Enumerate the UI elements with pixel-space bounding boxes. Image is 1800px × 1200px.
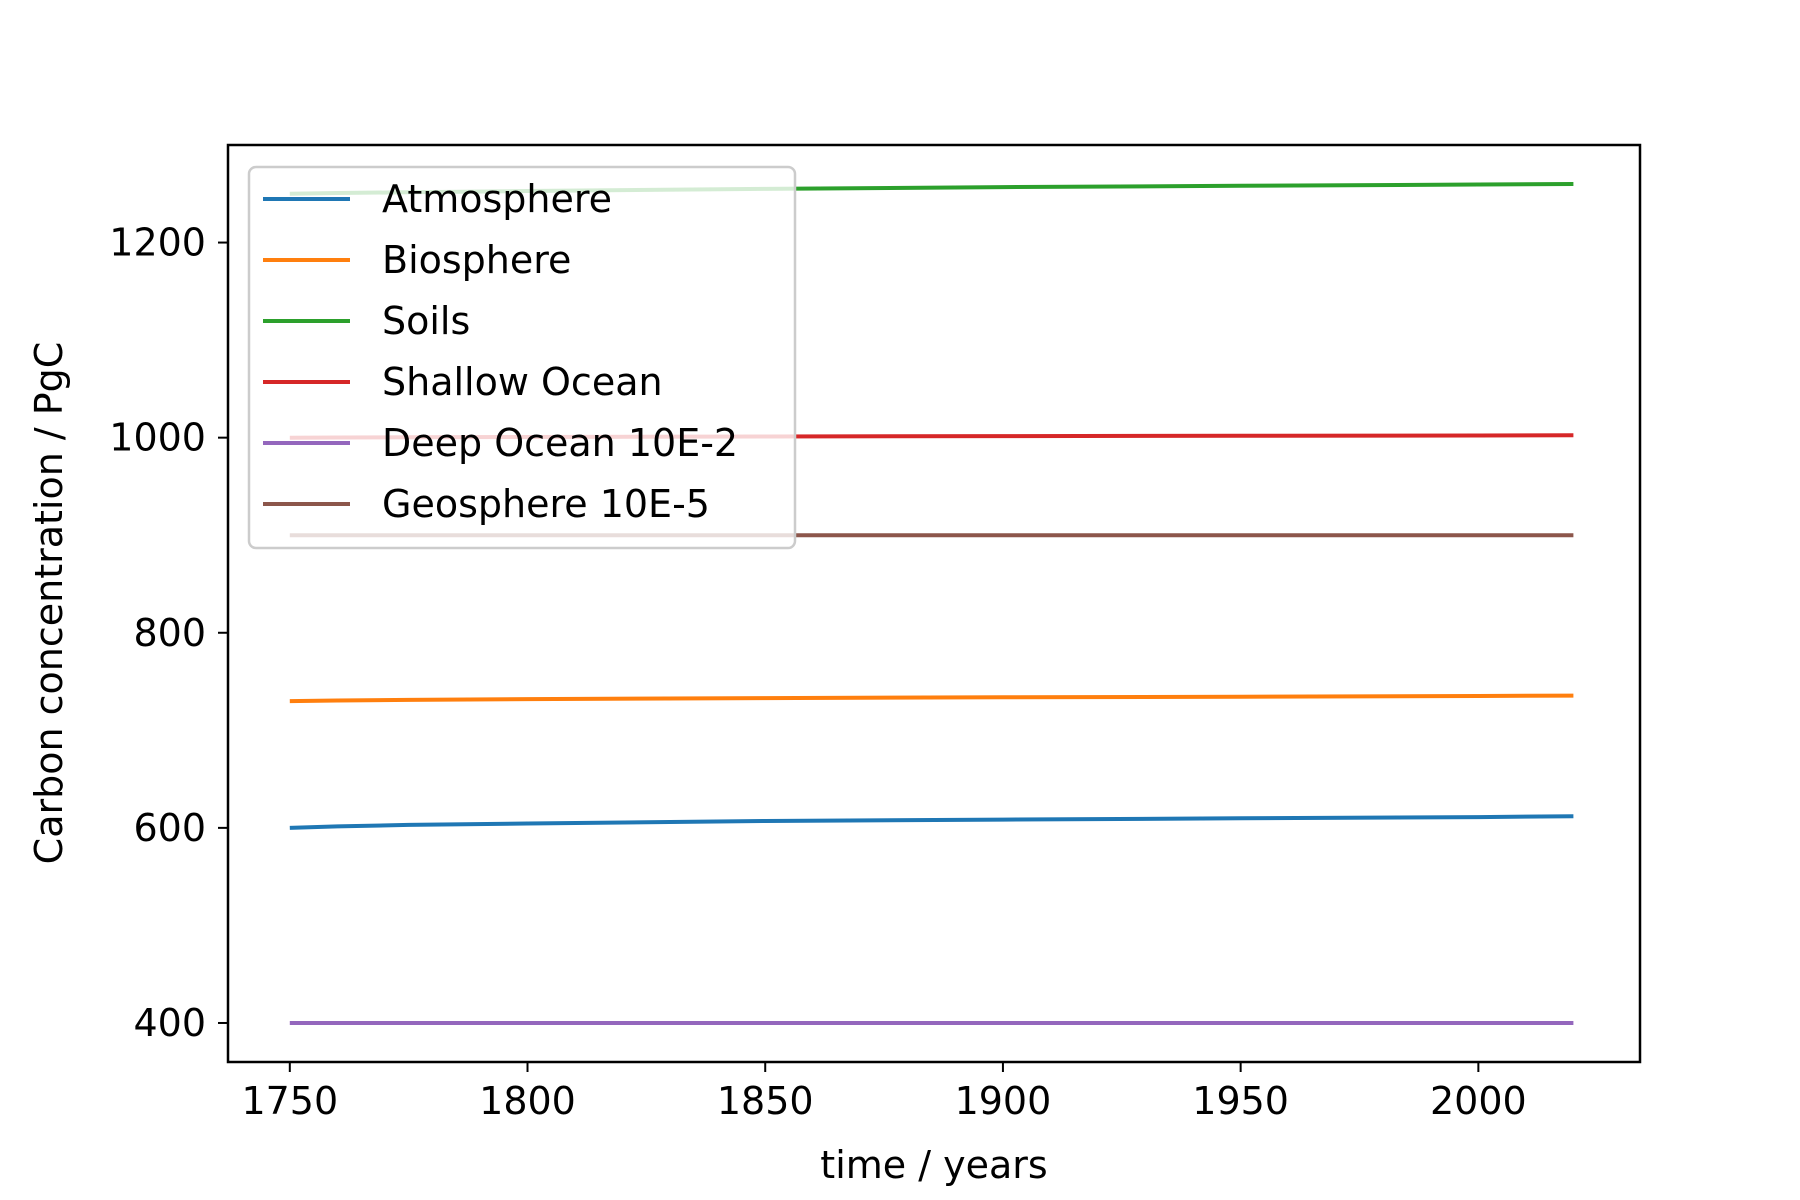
plot-frame (226, 143, 1642, 1064)
legend-label-3: Shallow Ocean (382, 360, 663, 404)
x-tick-label: 1750 (241, 1079, 338, 1123)
legend-label-0: Atmosphere (382, 177, 612, 221)
x-tick-label: 1800 (479, 1079, 576, 1123)
series-line-0 (289, 814, 1574, 830)
y-axis: 400 600 800 1000 1200 (109, 221, 228, 1045)
x-axis: 1750 1800 1850 1900 1950 2000 (241, 1062, 1527, 1123)
legend-box (247, 165, 797, 550)
legend-label-4: Deep Ocean 10E-2 (382, 421, 738, 465)
y-tick-label: 400 (133, 1001, 206, 1045)
series-line-1 (289, 693, 1574, 704)
y-tick-label: 1200 (109, 221, 206, 265)
y-tick-label: 1000 (109, 416, 206, 460)
legend-label-2: Soils (382, 299, 470, 343)
y-tick-label: 600 (133, 806, 206, 850)
legend-label-1: Biosphere (382, 238, 571, 282)
legend-label-5: Geosphere 10E-5 (382, 482, 710, 526)
x-axis-label: time / years (820, 1143, 1047, 1187)
x-tick-label: 1950 (1192, 1079, 1289, 1123)
y-tick-label: 800 (133, 611, 206, 655)
x-tick-label: 1900 (955, 1079, 1052, 1123)
x-tick-label: 1850 (717, 1079, 814, 1123)
x-tick-label: 2000 (1430, 1079, 1527, 1123)
y-axis-label: Carbon concentration / PgC (27, 342, 71, 865)
legend: Atmosphere Biosphere Soils Shallow Ocean Dee… (247, 165, 797, 550)
